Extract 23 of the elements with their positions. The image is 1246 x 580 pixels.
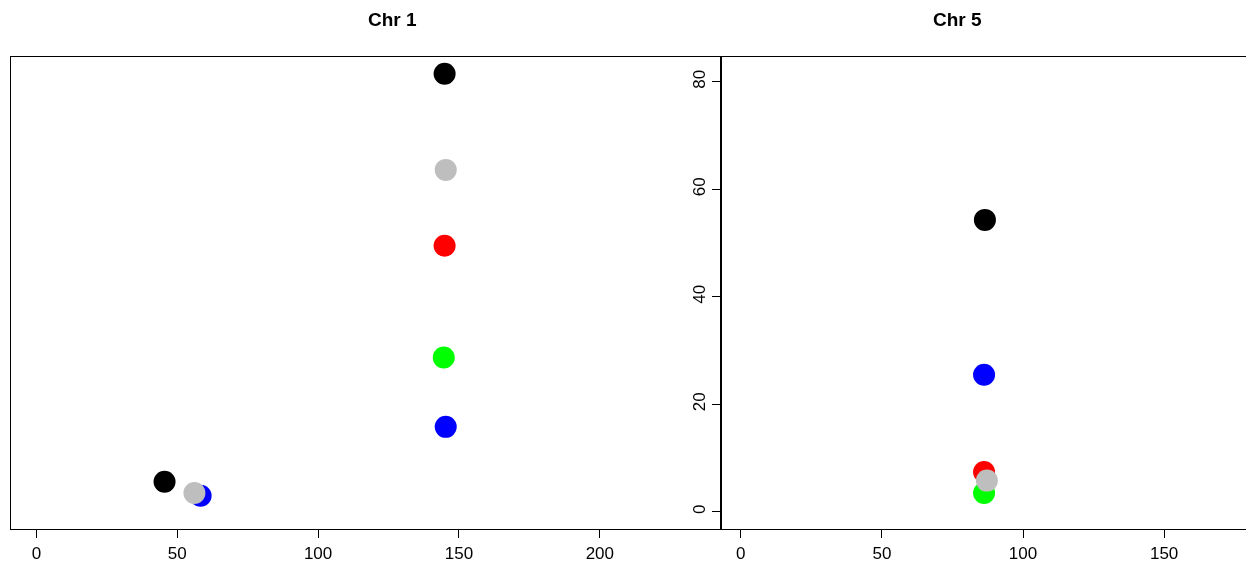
y-tick-label: 20 xyxy=(690,392,710,412)
x-tick-label: 50 xyxy=(167,543,187,563)
point xyxy=(434,158,457,181)
x-tick-label: 0 xyxy=(31,543,42,563)
point xyxy=(432,346,455,369)
y-tick-label: 80 xyxy=(690,69,710,89)
y-tick-label: 40 xyxy=(690,284,710,304)
y-tick-label: 60 xyxy=(690,177,710,197)
point xyxy=(433,62,456,85)
x-tick-label: 200 xyxy=(585,543,615,563)
point xyxy=(433,234,456,257)
point xyxy=(183,481,206,504)
x-tick-label: 50 xyxy=(872,543,892,563)
y-tick-label: 0 xyxy=(690,504,710,514)
chart-title: Chr 5 xyxy=(933,9,982,30)
x-tick-label: 150 xyxy=(444,543,474,563)
x-tick-label: 0 xyxy=(736,543,746,563)
x-tick-label: 150 xyxy=(1149,543,1179,563)
point xyxy=(153,470,176,493)
point xyxy=(434,415,457,438)
x-tick-label: 100 xyxy=(1008,543,1038,563)
x-tick-label: 100 xyxy=(303,543,333,563)
chart-title: Chr 1 xyxy=(368,9,417,30)
